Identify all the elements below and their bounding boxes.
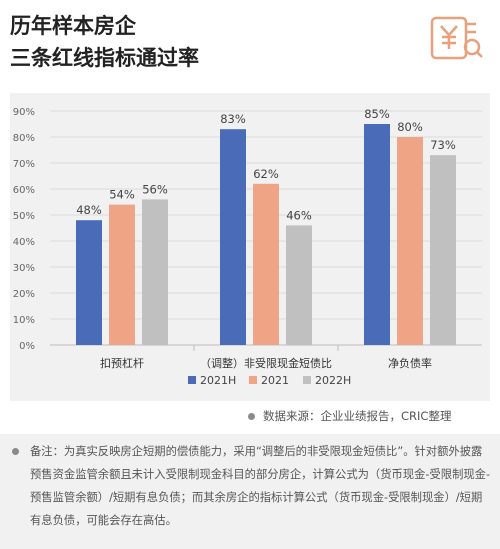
y-tick-label: 50% [13, 211, 35, 222]
y-tick-label: 30% [13, 263, 35, 274]
legend-swatch [249, 376, 257, 384]
bullet-dot [248, 413, 255, 420]
bar [286, 225, 312, 345]
data-source: 数据来源：企业业绩报告，CRIC整理 [248, 408, 451, 424]
legend: 2021H 2021 2022H [188, 374, 351, 387]
data-label: 73% [430, 138, 456, 152]
legend-label: 2021 [261, 374, 289, 387]
data-label: 46% [286, 208, 312, 222]
data-label: 85% [364, 107, 390, 121]
axes: 0% 10% 20% 30% 40% 50% 60% 70% 80% 90% 扣预杠杆 （调整）非受限… [13, 107, 432, 370]
data-labels: 48% 54% 56% 83% 62% 46% 85% 80% 73% [76, 107, 456, 222]
y-tick-label: 70% [13, 159, 35, 170]
bar [430, 155, 456, 345]
x-tick-label: （调整）非受限现金短债比 [200, 356, 332, 370]
data-label: 80% [397, 120, 423, 134]
y-tick-label: 80% [13, 133, 35, 144]
legend-label: 2021H [200, 374, 236, 387]
yen-document-magnifier-icon [430, 16, 483, 60]
bar [220, 129, 246, 345]
bar [397, 137, 423, 345]
bar [109, 204, 135, 345]
bar-chart: 48% 54% 56% 83% 62% 46% 85% 80% 73% 0% 10% 20% 30% 4… [13, 107, 482, 387]
chart-panel: 48% 54% 56% 83% 62% 46% 85% 80% 73% 0% 10% 20% 30% 4… [10, 93, 490, 401]
bar [76, 220, 102, 345]
legend-label: 2022H [315, 374, 351, 387]
x-tick-label: 净负债率 [388, 356, 432, 370]
y-tick-label: 10% [13, 315, 35, 326]
data-label: 62% [253, 167, 279, 181]
y-tick-label: 60% [13, 185, 35, 196]
bar [142, 199, 168, 345]
bars [76, 124, 456, 345]
x-tick-label: 扣预杠杆 [100, 356, 144, 370]
legend-swatch [303, 376, 311, 384]
bar [253, 183, 279, 345]
page-title-line1: 历年样本房企 [10, 14, 136, 38]
y-tick-label: 40% [13, 237, 35, 248]
page-title-line2: 三条红线指标通过率 [10, 46, 199, 70]
title-block: 历年样本房企 三条红线指标通过率 [10, 10, 199, 74]
legend-swatch [188, 376, 196, 384]
data-label: 48% [76, 203, 102, 217]
note-panel: 备注：为真实反映房企短期的偿债能力，采用“调整后的非受限现金短债比”。针对额外披… [0, 434, 500, 549]
bullet-dot [12, 448, 19, 455]
bar [364, 124, 390, 345]
data-label: 83% [220, 112, 246, 126]
data-label: 54% [109, 188, 135, 202]
note-text: 备注：为真实反映房企短期的偿债能力，采用“调整后的非受限现金短债比”。针对额外披… [30, 445, 491, 527]
y-tick-label: 20% [13, 289, 35, 300]
source-text: 数据来源：企业业绩报告，CRIC整理 [263, 409, 452, 423]
data-label: 56% [142, 182, 168, 196]
y-tick-label: 0% [19, 341, 35, 352]
y-tick-label: 90% [13, 107, 35, 118]
